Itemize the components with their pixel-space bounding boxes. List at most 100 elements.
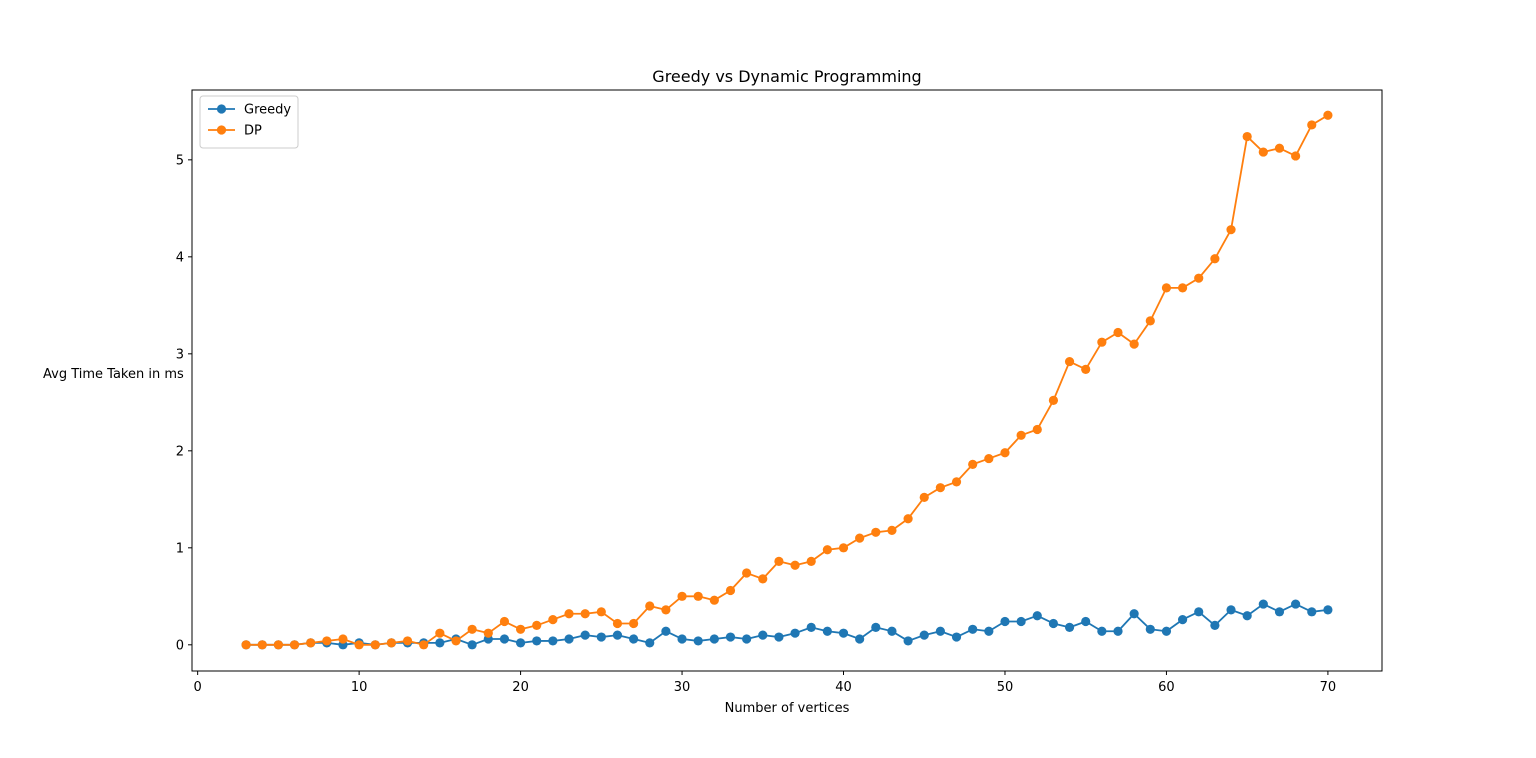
data-point-greedy — [564, 634, 574, 644]
data-point-dp — [1226, 225, 1236, 235]
data-point-greedy — [871, 622, 881, 632]
data-point-greedy — [919, 630, 929, 640]
data-point-greedy — [887, 626, 897, 636]
data-point-dp — [467, 624, 477, 634]
data-point-dp — [887, 525, 897, 535]
data-point-dp — [935, 483, 945, 493]
y-axis-label: Avg Time Taken in ms — [43, 367, 184, 382]
data-point-greedy — [790, 628, 800, 638]
chart-title: Greedy vs Dynamic Programming — [652, 67, 921, 86]
data-point-dp — [1097, 337, 1107, 347]
data-point-greedy — [1242, 611, 1252, 621]
data-point-dp — [273, 640, 283, 650]
data-point-greedy — [1161, 626, 1172, 636]
data-point-dp — [386, 638, 397, 648]
y-tick-label: 2 — [176, 444, 184, 459]
data-point-dp — [871, 527, 881, 537]
data-point-dp — [322, 636, 332, 646]
data-point-dp — [596, 607, 606, 617]
data-point-dp — [1291, 151, 1301, 161]
data-point-dp — [709, 595, 719, 605]
data-point-greedy — [725, 632, 736, 642]
data-point-greedy — [1097, 626, 1107, 636]
data-point-dp — [968, 459, 978, 470]
data-point-greedy — [1016, 616, 1026, 627]
data-point-dp — [241, 640, 251, 650]
data-point-greedy — [548, 636, 558, 646]
data-point-greedy — [1291, 599, 1301, 609]
data-point-dp — [402, 636, 413, 646]
data-point-greedy — [515, 638, 526, 648]
data-point-greedy — [758, 630, 768, 640]
x-tick-label: 30 — [674, 680, 691, 695]
legend-marker-greedy — [216, 104, 227, 114]
data-point-greedy — [709, 634, 719, 644]
data-point-greedy — [435, 638, 445, 648]
data-point-dp — [1323, 110, 1333, 120]
data-point-dp — [1000, 448, 1010, 458]
data-point-dp — [790, 560, 800, 570]
legend: Greedy DP — [199, 95, 299, 149]
legend-label-dp: DP — [244, 124, 262, 139]
data-point-dp — [1016, 430, 1026, 440]
data-point-dp — [919, 492, 929, 502]
data-point-greedy — [838, 628, 849, 638]
data-point-greedy — [903, 636, 913, 646]
data-point-dp — [306, 638, 316, 648]
data-point-dp — [758, 574, 768, 584]
data-point-greedy — [1258, 599, 1268, 609]
data-point-greedy — [1113, 626, 1123, 636]
data-point-dp — [580, 609, 590, 619]
data-point-dp — [903, 514, 913, 524]
data-point-greedy — [935, 626, 945, 636]
data-point-dp — [984, 453, 994, 464]
data-point-dp — [629, 618, 639, 629]
data-point-greedy — [629, 634, 639, 644]
data-point-dp — [1161, 283, 1172, 293]
data-point-dp — [289, 640, 300, 650]
y-tick-label: 4 — [176, 250, 184, 265]
data-point-greedy — [951, 632, 962, 642]
data-point-dp — [838, 543, 849, 553]
data-point-greedy — [645, 638, 655, 648]
data-point-dp — [725, 585, 736, 596]
data-point-dp — [515, 624, 526, 634]
data-point-dp — [1274, 143, 1285, 153]
data-point-greedy — [580, 630, 590, 640]
data-point-greedy — [693, 636, 703, 646]
data-point-greedy — [1048, 618, 1059, 629]
x-tick-label: 40 — [835, 680, 852, 695]
data-point-dp — [1129, 339, 1139, 349]
data-point-dp — [742, 568, 752, 578]
data-point-dp — [1032, 424, 1042, 435]
x-tick-label: 10 — [351, 680, 368, 695]
data-point-dp — [1064, 356, 1075, 367]
y-tick-label: 0 — [176, 638, 184, 653]
data-point-dp — [354, 640, 364, 650]
data-point-greedy — [806, 622, 816, 632]
data-point-greedy — [1064, 622, 1075, 632]
data-point-dp — [612, 618, 623, 629]
data-point-dp — [822, 545, 832, 555]
data-point-greedy — [612, 630, 623, 640]
data-point-greedy — [1145, 624, 1155, 634]
data-point-dp — [499, 616, 510, 627]
x-tick-label: 70 — [1320, 680, 1337, 695]
axes-frame — [191, 89, 1383, 672]
data-point-greedy — [855, 634, 865, 644]
data-point-greedy — [742, 634, 752, 644]
data-point-dp — [855, 533, 865, 543]
data-point-greedy — [1194, 607, 1204, 617]
x-tick-label: 60 — [1158, 680, 1175, 695]
data-point-greedy — [968, 624, 978, 634]
y-tick-label: 5 — [176, 153, 184, 168]
data-point-dp — [1194, 273, 1204, 283]
data-point-dp — [661, 605, 671, 615]
data-point-dp — [532, 620, 542, 631]
data-point-greedy — [661, 626, 671, 636]
data-point-dp — [951, 477, 962, 487]
data-point-dp — [548, 614, 558, 625]
data-point-dp — [1177, 283, 1188, 293]
data-point-dp — [419, 640, 429, 650]
